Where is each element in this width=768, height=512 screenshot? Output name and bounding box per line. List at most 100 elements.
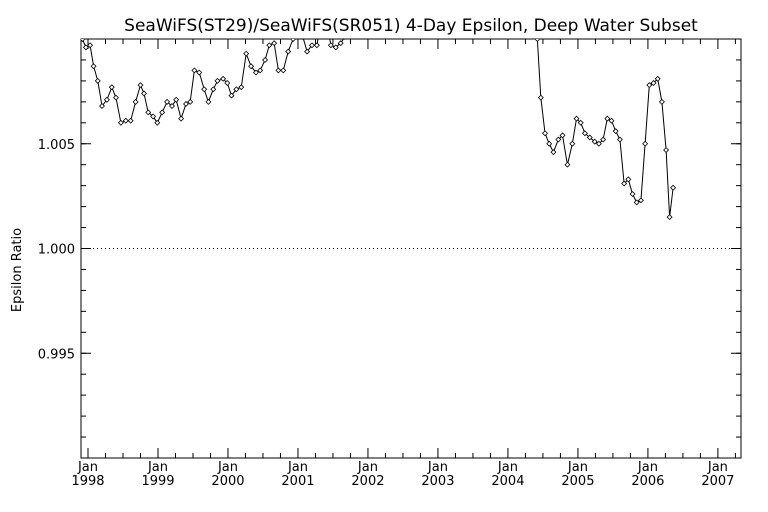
data-point — [537, 94, 544, 101]
data-point — [629, 191, 636, 197]
data-point — [290, 39, 297, 42]
data-point — [169, 103, 175, 110]
y-axis-label: Epsilon Ratio — [10, 228, 25, 312]
data-point — [233, 86, 240, 93]
data-layer — [81, 39, 677, 221]
x-tick-label-year: 2005 — [561, 474, 594, 489]
data-point — [658, 98, 665, 105]
data-point — [99, 103, 105, 110]
x-tick-label-month: Jan — [287, 460, 308, 475]
x-tick-label-year: 2001 — [281, 474, 314, 489]
data-point — [646, 82, 653, 89]
data-point — [82, 44, 89, 51]
x-tick-label-year: 2003 — [421, 474, 454, 489]
data-point — [633, 199, 640, 206]
x-tick-label-month: Jan — [77, 460, 98, 475]
chart-title: SeaWiFS(ST29)/SeaWiFS(SR051) 4-Day Epsil… — [124, 16, 698, 36]
data-point — [581, 130, 588, 137]
data-point — [173, 96, 180, 103]
data-point — [313, 42, 320, 49]
data-point — [569, 140, 576, 147]
data-point — [670, 184, 677, 191]
data-point — [178, 115, 185, 122]
data-point — [637, 197, 644, 204]
data-point — [183, 100, 189, 107]
x-tick-label-month: Jan — [497, 460, 518, 475]
data-point — [117, 119, 124, 126]
data-point — [248, 63, 255, 70]
data-point — [621, 180, 628, 187]
data-point — [191, 67, 198, 74]
data-point — [257, 67, 264, 74]
data-point — [542, 130, 548, 137]
data-point — [253, 69, 259, 76]
data-point — [280, 67, 287, 74]
data-point — [285, 48, 292, 55]
data-point — [625, 176, 632, 183]
data-point — [214, 77, 221, 84]
data-point — [304, 48, 311, 55]
data-point — [122, 117, 129, 124]
data-point — [616, 136, 623, 143]
data-point — [159, 109, 166, 116]
data-point — [266, 42, 273, 49]
x-tick-label-month: Jan — [707, 460, 728, 475]
plot-area: 0.9951.0001.005Jan1998Jan1999Jan2000Jan2… — [38, 38, 742, 489]
data-point — [81, 39, 86, 42]
x-tick-label-month: Jan — [637, 460, 658, 475]
data-point — [337, 40, 344, 47]
data-point — [108, 84, 115, 91]
x-tick-label-month: Jan — [427, 460, 448, 475]
series-line — [81, 39, 674, 218]
data-point — [187, 98, 194, 105]
data-point — [550, 149, 557, 156]
data-point — [196, 69, 203, 76]
axis-frame — [80, 38, 742, 459]
data-point — [642, 140, 649, 147]
data-point — [90, 63, 97, 70]
y-tick-label: 1.005 — [38, 138, 75, 153]
y-tick-label: 1.000 — [38, 243, 75, 258]
data-point — [243, 50, 250, 57]
x-tick-label-year: 1998 — [71, 474, 104, 489]
data-point — [127, 117, 134, 124]
data-point — [164, 98, 171, 105]
data-point — [546, 140, 553, 147]
x-tick-label-year: 2007 — [701, 474, 734, 489]
data-point — [205, 98, 212, 105]
x-tick-label-month: Jan — [147, 460, 168, 475]
data-point — [113, 94, 119, 101]
data-point — [650, 80, 657, 86]
data-point — [154, 119, 161, 126]
data-point — [577, 119, 584, 126]
data-point — [103, 96, 110, 103]
data-point — [94, 77, 101, 84]
data-point — [595, 140, 602, 147]
x-tick-label-year: 1999 — [141, 474, 174, 489]
data-point — [604, 115, 611, 122]
data-point — [564, 161, 571, 168]
data-point — [308, 42, 315, 49]
x-tick-label-month: Jan — [567, 460, 588, 475]
data-point — [201, 86, 208, 93]
data-point — [238, 84, 245, 91]
data-point — [591, 138, 598, 145]
data-point — [275, 67, 282, 74]
data-point — [666, 214, 673, 221]
data-point — [654, 75, 661, 82]
data-point — [343, 39, 346, 40]
data-point — [141, 90, 147, 97]
data-point — [224, 80, 231, 86]
data-point — [262, 56, 269, 63]
data-point — [586, 134, 593, 141]
data-point — [301, 39, 304, 40]
y-tick-label: 0.995 — [38, 347, 75, 362]
x-tick-label-year: 2006 — [631, 474, 664, 489]
data-point — [132, 98, 139, 105]
data-point — [559, 132, 566, 139]
data-point — [612, 128, 619, 135]
data-point — [150, 113, 157, 120]
data-point — [534, 39, 541, 42]
data-point — [271, 40, 278, 47]
